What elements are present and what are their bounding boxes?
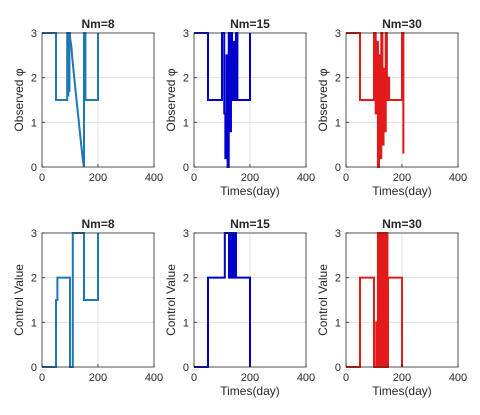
y-tick-label: 3 [335,228,341,240]
x-tick-label: 200 [241,372,259,384]
y-tick-label: 2 [183,73,189,85]
x-tick-label: 200 [393,172,411,184]
y-tick-label: 3 [31,28,37,40]
x-tick-label: 0 [343,172,349,184]
y-tick-label: 1 [335,117,341,129]
x-tick-label: 200 [89,172,107,184]
y-tick-label: 1 [335,317,341,329]
y-tick-label: 2 [183,273,189,285]
y-tick-label: 3 [335,28,341,40]
y-axis-label: Control Value [316,264,330,336]
series-line-1 [194,32,251,168]
y-tick-label: 3 [183,28,189,40]
x-tick-label: 200 [393,372,411,384]
y-axis-label: Control Value [164,264,178,336]
panel-title: Nm=15 [230,17,270,31]
y-tick-label: 2 [31,273,37,285]
y-tick-label: 1 [31,117,37,129]
y-tick-label: 2 [335,73,341,85]
x-tick-label: 200 [89,372,107,384]
x-tick-label: 0 [191,172,197,184]
y-axis-label: Control Value [12,264,26,336]
y-tick-label: 0 [335,362,341,374]
y-tick-label: 1 [31,317,37,329]
y-tick-label: 3 [183,228,189,240]
x-axis-label: Times(day) [372,384,432,398]
panel-title: Nm=8 [81,17,114,31]
y-axis-label: Observed φ [12,68,26,131]
y-tick-label: 2 [335,273,341,285]
panel-4: 0 200 400 0 1 2 3 Nm=8 Control Value [12,217,163,384]
panel-2: 0 200 400 0 1 2 3 Nm=15 Times(day) Observed φ [164,17,315,198]
x-tick-label: 0 [343,372,349,384]
x-tick-label: 400 [449,372,467,384]
panel-title: Nm=8 [81,217,114,231]
x-tick-label: 400 [449,172,467,184]
panel-title: Nm=30 [382,17,422,31]
x-axis-label: Times(day) [220,384,280,398]
y-tick-label: 0 [31,162,37,174]
x-tick-label: 200 [241,172,259,184]
panel-title: Nm=30 [382,217,422,231]
panel-3: 0 200 400 0 1 2 3 Nm=30 Times(day) Observed φ [316,17,467,198]
y-tick-label: 1 [183,117,189,129]
x-axis-label: Times(day) [372,184,432,198]
y-tick-label: 0 [183,362,189,374]
x-tick-label: 400 [297,172,315,184]
y-tick-label: 3 [31,228,37,240]
x-axis-label: Times(day) [220,184,280,198]
y-tick-label: 1 [183,317,189,329]
panel-title: Nm=15 [230,217,270,231]
x-tick-label: 400 [297,372,315,384]
panel-1: 0 200 400 0 1 2 3 Nm=8 Observed φ [12,17,163,184]
x-tick-label: 400 [145,372,163,384]
y-axis-label: Observed φ [164,68,178,131]
panel-6: 0 200 400 0 1 2 3 Nm=30 Times(day) Control Value [316,217,467,398]
y-axis-label: Observed φ [316,68,330,131]
y-tick-label: 0 [31,362,37,374]
y-tick-label: 0 [183,162,189,174]
x-tick-label: 0 [191,372,197,384]
y-tick-label: 0 [335,162,341,174]
x-tick-label: 0 [39,372,45,384]
y-tick-label: 2 [31,73,37,85]
panel-5: 0 200 400 0 1 2 3 Nm=15 Times(day) Control Value [164,217,315,398]
x-tick-label: 0 [39,172,45,184]
x-tick-label: 400 [145,172,163,184]
